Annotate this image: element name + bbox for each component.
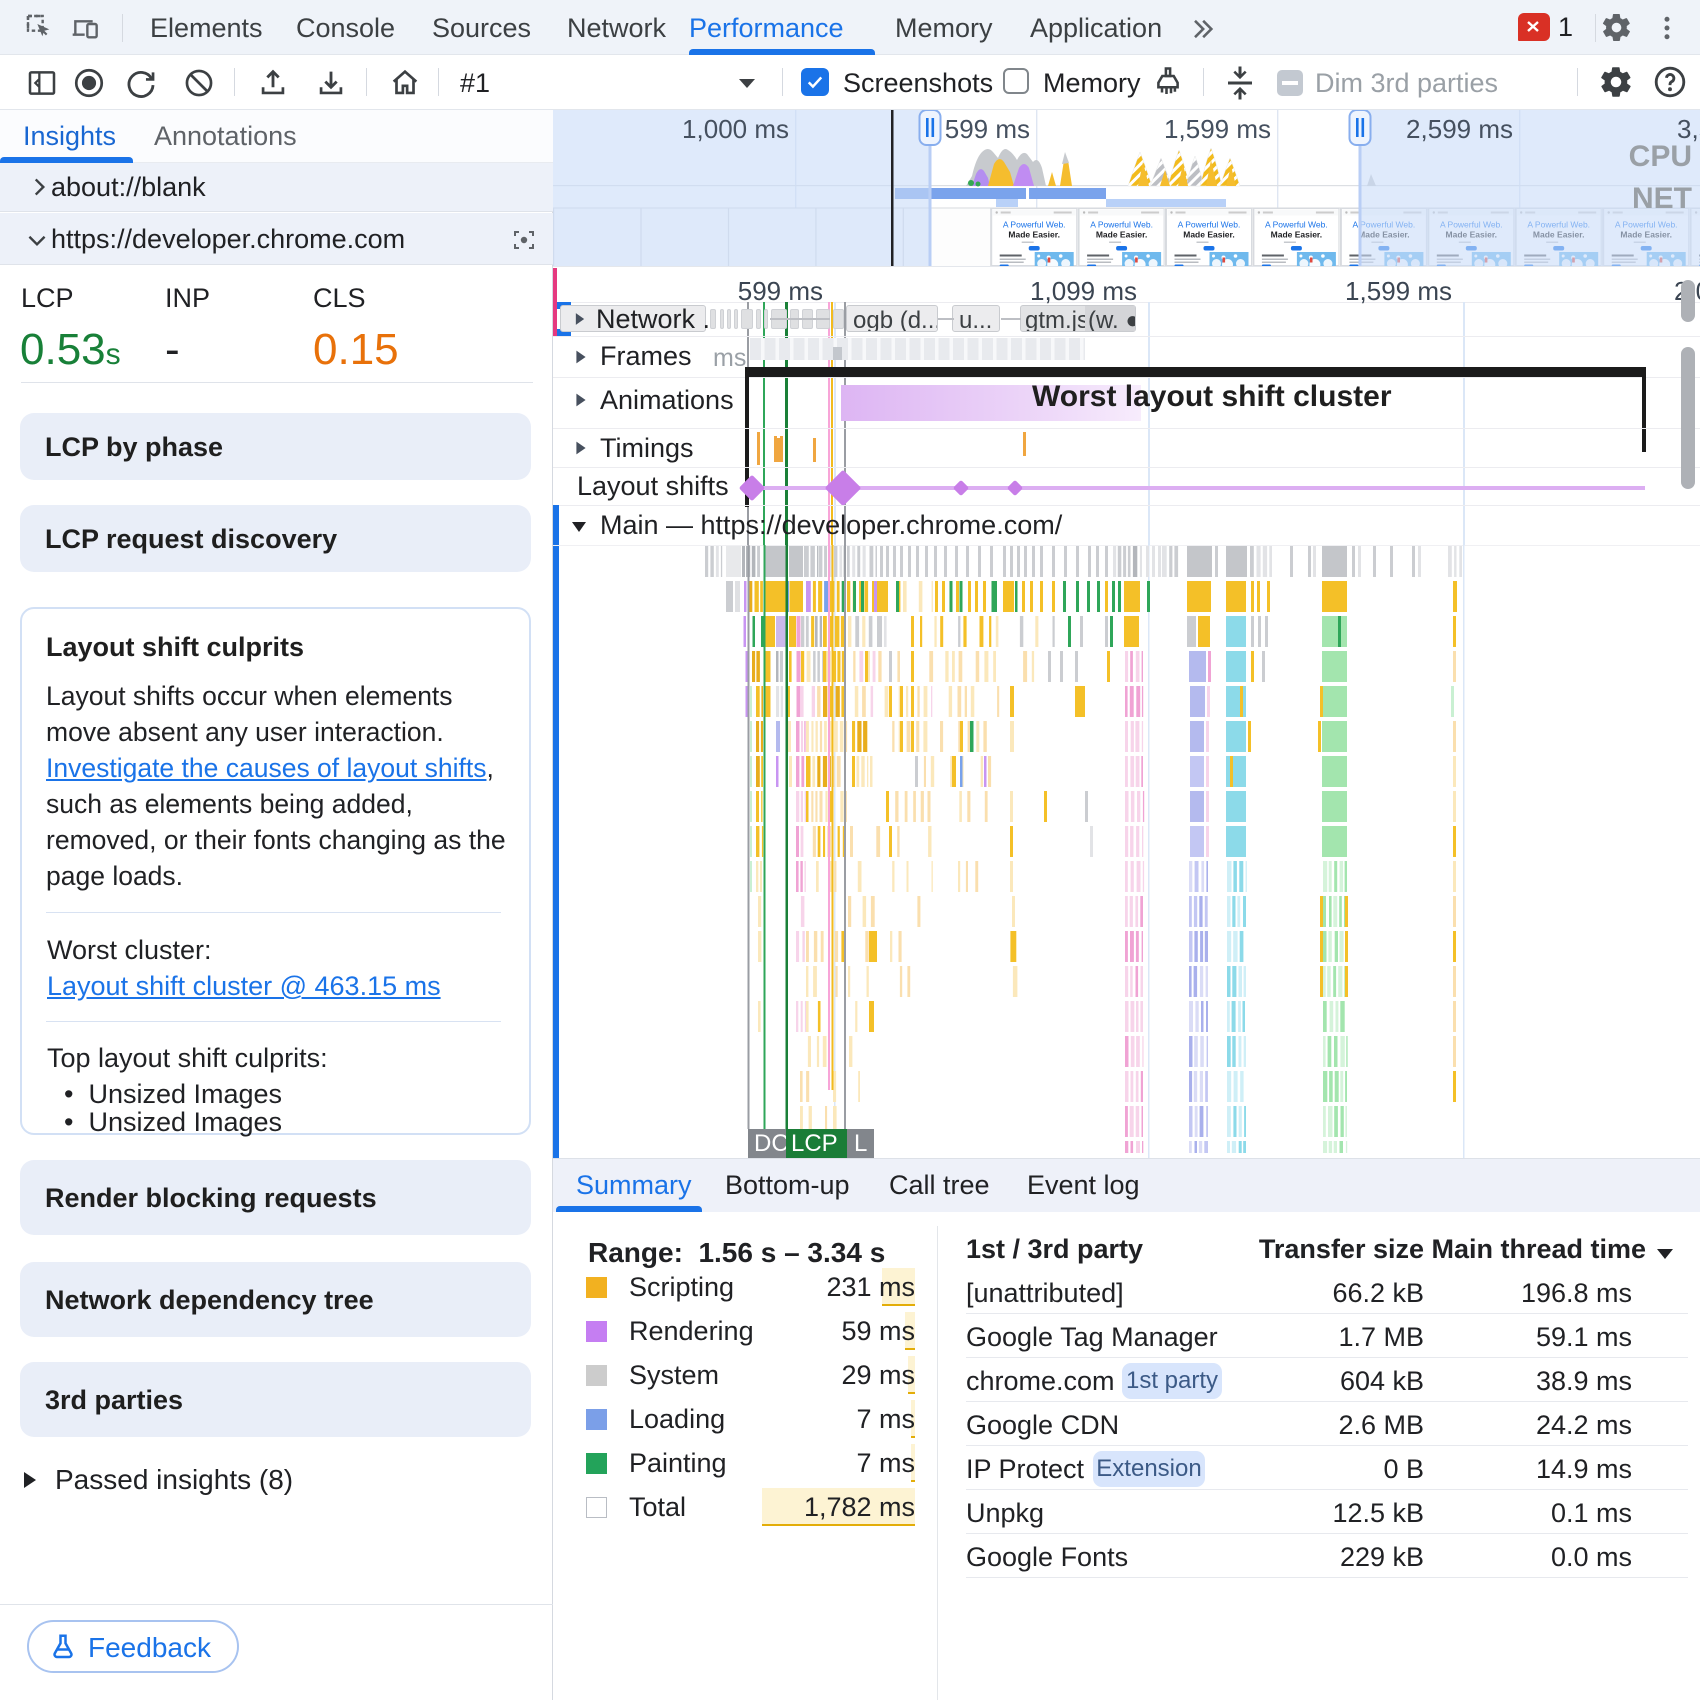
svg-text:L: L: [854, 1130, 867, 1157]
svg-text:599 ms: 599 ms: [945, 114, 1030, 144]
svg-text:NET: NET: [1632, 182, 1692, 215]
svg-text:CPU: CPU: [1629, 140, 1692, 173]
svg-text:3,5: 3,5: [1677, 114, 1700, 144]
svg-text:1,000 ms: 1,000 ms: [682, 114, 789, 144]
svg-text:2,599 ms: 2,599 ms: [1406, 114, 1513, 144]
svg-text:DC: DC: [754, 1130, 789, 1157]
svg-text:1,599 ms: 1,599 ms: [1164, 114, 1271, 144]
svg-text:LCP: LCP: [791, 1130, 838, 1157]
